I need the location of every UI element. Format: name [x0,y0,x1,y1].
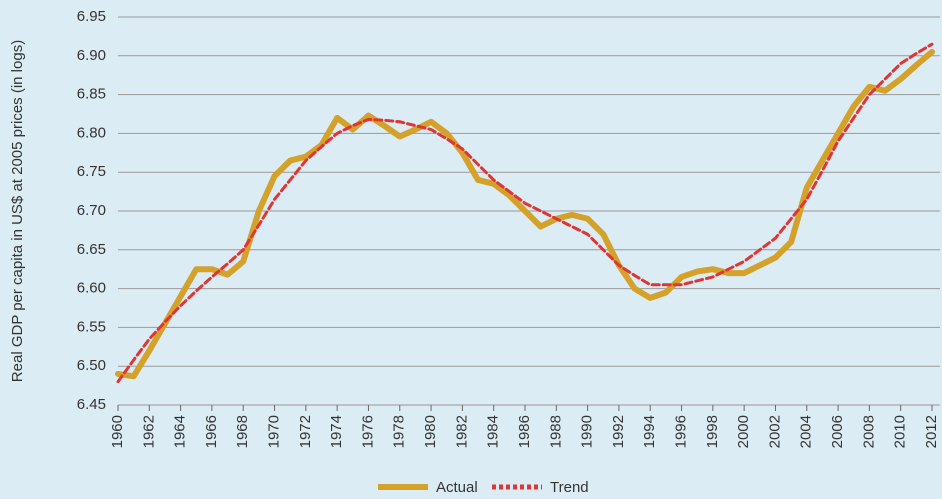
y-tick-label: 6.70 [77,202,106,219]
y-tick-label: 6.95 [77,8,106,25]
series-line [116,42,934,384]
x-tick-label: 1988 [547,415,564,448]
y-tick-label: 6.60 [77,280,106,297]
x-tick-label: 1980 [422,415,439,448]
legend-label: Actual [436,479,478,496]
y-tick-label: 6.75 [77,163,106,180]
x-tick-label: 2008 [860,415,877,448]
x-tick-label: 1982 [453,415,470,448]
y-tick-label: 6.65 [77,241,106,258]
y-tick-label: 6.85 [77,86,106,103]
x-tick-label: 2006 [829,415,846,448]
x-tick-label: 2010 [892,415,909,448]
x-tick-label: 1998 [704,415,721,448]
x-tick-label: 1974 [328,415,345,448]
x-tick-label: 1978 [391,415,408,448]
y-tick-label: 6.90 [77,47,106,64]
x-tick-label: 1962 [140,415,157,448]
x-tick-label: 2012 [923,415,940,448]
x-tick-label: 1966 [203,415,220,448]
x-tick-label: 1986 [516,415,533,448]
x-tick-label: 1990 [579,415,596,448]
y-tick-label: 6.50 [77,357,106,374]
y-tick-label: 6.80 [77,124,106,141]
x-tick-label: 1992 [610,415,627,448]
y-tick-label: 6.45 [77,396,106,413]
y-axis-label: Real GDP per capita in US$ at 2005 price… [9,40,26,382]
x-tick-label: 1994 [641,415,658,448]
x-tick-label: 1984 [485,415,502,448]
x-tick-label: 1968 [234,415,251,448]
x-tick-label: 2004 [798,415,815,448]
legend-label: Trend [550,479,589,496]
x-tick-label: 1960 [109,415,126,448]
x-tick-label: 1964 [172,415,189,448]
x-tick-label: 2002 [766,415,783,448]
x-tick-label: 1972 [297,415,314,448]
series-line [115,48,935,380]
y-tick-label: 6.55 [77,318,106,335]
x-tick-label: 2000 [735,415,752,448]
x-tick-label: 1970 [266,415,283,448]
x-tick-label: 1996 [673,415,690,448]
x-tick-label: 1976 [359,415,376,448]
